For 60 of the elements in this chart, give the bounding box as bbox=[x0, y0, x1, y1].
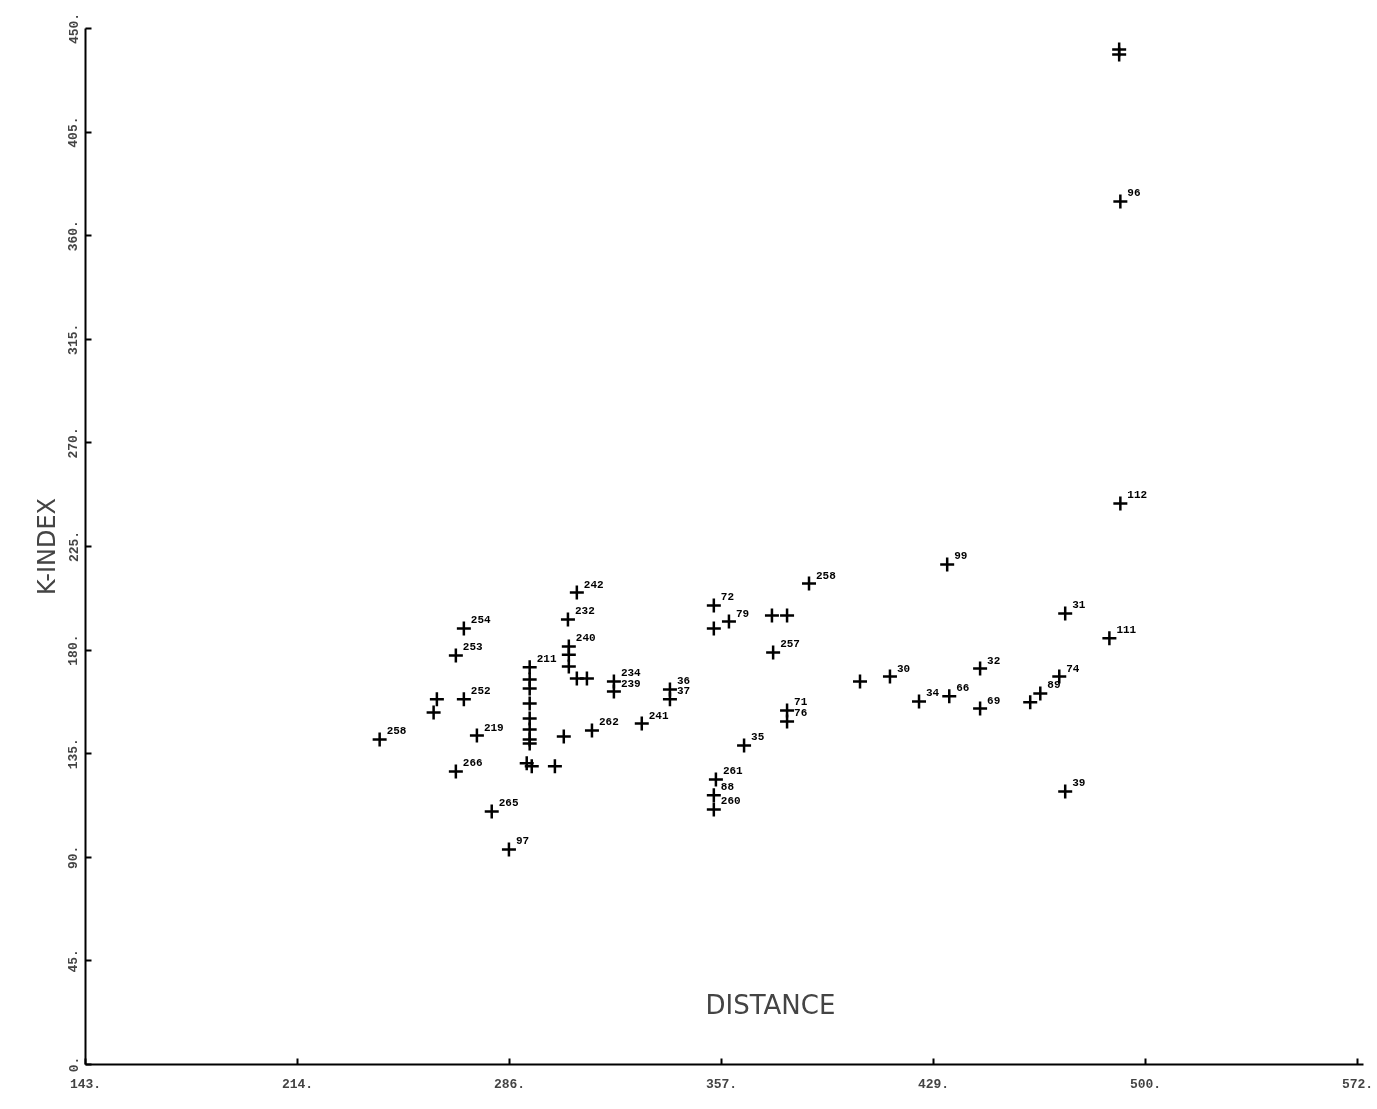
annotation: 261 bbox=[722, 765, 744, 778]
annotation: 31 bbox=[1072, 599, 1086, 612]
annotation: 262 bbox=[598, 716, 619, 729]
x-tick-label: 214. bbox=[281, 1076, 314, 1092]
annotation: 254 bbox=[470, 614, 492, 627]
y-tick-label: 270. bbox=[66, 427, 82, 459]
annotation: 76 bbox=[794, 707, 808, 720]
annotation: 30 bbox=[896, 662, 911, 675]
annotation: 72 bbox=[720, 591, 735, 604]
annotation: 88 bbox=[720, 781, 735, 794]
annotation: 37 bbox=[676, 685, 691, 698]
annotation: 211 bbox=[536, 653, 557, 666]
annotation: 240 bbox=[575, 632, 596, 645]
y-tick-label: 450. bbox=[66, 12, 82, 45]
annotation: 265 bbox=[498, 797, 519, 810]
annotation: 112 bbox=[1127, 489, 1148, 502]
y-axis-title: K-INDEX bbox=[32, 498, 61, 595]
annotation: 34 bbox=[926, 687, 940, 700]
annotation: 266 bbox=[462, 757, 483, 770]
annotation: 219 bbox=[483, 721, 504, 734]
y-tick-label: 0. bbox=[66, 1056, 82, 1073]
x-tick-label: 143. bbox=[69, 1076, 102, 1092]
annotation: 66 bbox=[956, 682, 970, 695]
annotation: 239 bbox=[620, 677, 641, 690]
annotation: 111 bbox=[1116, 624, 1137, 637]
annotation: 258 bbox=[816, 569, 837, 582]
annotation: 39 bbox=[1072, 777, 1086, 790]
annotation: 258 bbox=[386, 725, 407, 738]
annotation: 253 bbox=[462, 641, 484, 654]
y-tick-label: 135. bbox=[66, 738, 82, 770]
x-tick-label: 286. bbox=[493, 1076, 526, 1092]
annotation: 69 bbox=[987, 694, 1001, 707]
y-tick-label: 180. bbox=[66, 634, 82, 666]
annotation: 97 bbox=[515, 835, 530, 848]
x-tick-label: 357. bbox=[705, 1076, 738, 1092]
y-tick-label: 360. bbox=[66, 220, 82, 252]
annotation: 32 bbox=[987, 654, 1001, 667]
annotation: 257 bbox=[780, 638, 800, 651]
annotation: 79 bbox=[735, 607, 750, 620]
annotation: 35 bbox=[751, 731, 765, 744]
annotation: 260 bbox=[720, 795, 741, 808]
y-tick-label: 405. bbox=[66, 116, 82, 148]
annotation: 74 bbox=[1066, 662, 1080, 675]
y-tick-label: 225. bbox=[66, 530, 82, 563]
x-axis-title: DISTANCE bbox=[705, 989, 836, 1020]
annotation: 241 bbox=[648, 709, 669, 722]
annotation: 99 bbox=[954, 550, 968, 563]
annotation: 96 bbox=[1127, 187, 1141, 200]
annotation: 71 bbox=[794, 696, 808, 709]
annotation: 252 bbox=[470, 685, 491, 698]
x-tick-label: 572. bbox=[1341, 1076, 1374, 1092]
x-tick-label: 500. bbox=[1129, 1076, 1162, 1092]
annotation: 234 bbox=[620, 667, 642, 680]
y-tick-label: 90. bbox=[66, 845, 82, 869]
annotation: 242 bbox=[583, 578, 604, 591]
x-tick-label: 429. bbox=[917, 1076, 950, 1092]
annotation: 36 bbox=[676, 675, 691, 688]
y-tick-label: 45. bbox=[66, 949, 82, 973]
y-tick-label: 315. bbox=[66, 323, 82, 355]
annotation: 232 bbox=[574, 605, 595, 618]
